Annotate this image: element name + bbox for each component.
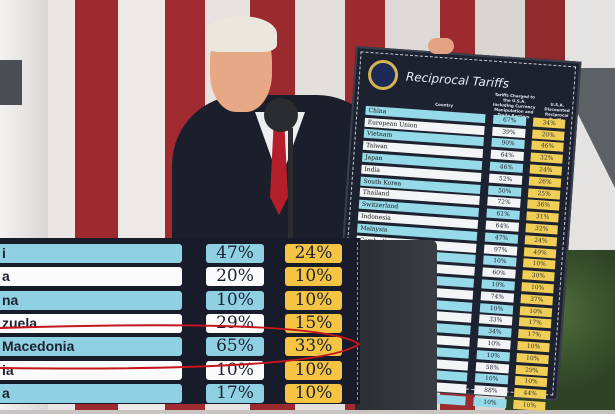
overlay-row: Macedonia 65% 33% xyxy=(0,335,360,358)
board-reciprocal: 37% xyxy=(520,293,554,306)
overlay-row: a 20% 10% xyxy=(0,265,360,288)
board-reciprocal: 10% xyxy=(522,258,556,270)
board-reciprocal: 10% xyxy=(513,399,546,412)
overlay-charged: 10% xyxy=(206,290,264,310)
board-reciprocal: 24% xyxy=(529,164,563,176)
overlay-row: i 47% 24% xyxy=(0,242,360,265)
board-charged: 33% xyxy=(478,314,513,326)
board-charged: 60% xyxy=(482,267,516,279)
board-charged: 90% xyxy=(491,138,525,150)
speaker-hand xyxy=(428,38,454,54)
overlay-row: a 17% 10% xyxy=(0,382,360,405)
board-charged: 10% xyxy=(483,255,517,268)
board-charged: 64% xyxy=(485,220,520,232)
board-reciprocal: 49% xyxy=(523,246,557,259)
board-title: Reciprocal Tariffs xyxy=(405,69,510,91)
board-charged: 39% xyxy=(492,126,526,138)
left-podium-edge xyxy=(0,60,22,105)
board-reciprocal: 26% xyxy=(528,176,562,188)
overlay-country: i xyxy=(0,244,182,264)
overlay-country: Macedonia xyxy=(0,337,182,357)
highlight-ellipse-stroke xyxy=(0,324,361,370)
board-reciprocal: 36% xyxy=(527,199,560,212)
board-reciprocal: 32% xyxy=(530,152,563,164)
board-reciprocal: 17% xyxy=(518,317,552,329)
overlay-reciprocal: 10% xyxy=(285,383,342,403)
board-charged: 88% xyxy=(473,385,508,397)
board-charged: 50% xyxy=(487,185,522,197)
board-charged: 46% xyxy=(489,161,524,174)
board-reciprocal: 24% xyxy=(524,235,558,247)
board-reciprocal: 10% xyxy=(521,282,554,294)
overlay-charged: 47% xyxy=(206,244,264,264)
board-reciprocal: 44% xyxy=(513,388,547,400)
tariff-table-overlay: i 47% 24% a 20% 10% na 10% 10% zuela 29% 15% Macedo… xyxy=(0,238,360,404)
overlay-row: na 10% 10% xyxy=(0,289,360,312)
presidential-seal-icon xyxy=(367,58,400,91)
board-charged: 34% xyxy=(478,326,512,338)
board-reciprocal: 32% xyxy=(525,223,558,235)
overlay-reciprocal: 10% xyxy=(285,290,342,310)
overlay-charged: 65% xyxy=(206,337,264,357)
board-reciprocal: 31% xyxy=(526,211,559,223)
board-charged: 10% xyxy=(479,302,514,315)
board-reciprocal: 10% xyxy=(514,376,548,388)
overlay-charged: 17% xyxy=(206,383,264,403)
speaker-tie xyxy=(270,125,288,215)
board-reciprocal: 10% xyxy=(517,341,550,353)
board-charged: 52% xyxy=(488,173,523,185)
overlay-reciprocal: 10% xyxy=(285,360,342,380)
board-reciprocal: 20% xyxy=(531,129,565,141)
board-charged: 10% xyxy=(476,350,511,362)
microphone-stand xyxy=(288,128,293,238)
board-charged: 58% xyxy=(475,361,510,374)
overlay-charged: 20% xyxy=(206,267,264,287)
board-charged: 74% xyxy=(480,291,515,303)
overlay-reciprocal: 24% xyxy=(285,244,342,264)
overlay-country: a xyxy=(0,267,182,287)
board-reciprocal: 30% xyxy=(522,270,555,282)
highlight-ellipse xyxy=(0,324,361,370)
overlay-charged: 29% xyxy=(206,314,264,334)
overlay-country: na xyxy=(0,290,182,310)
board-charged: 61% xyxy=(486,208,520,221)
board-reciprocal: 10% xyxy=(519,305,553,317)
overlay-reciprocal: 10% xyxy=(285,267,342,287)
board-charged: 10% xyxy=(481,279,515,291)
board-reciprocal: 17% xyxy=(518,329,551,341)
board-charged: 97% xyxy=(483,244,518,256)
lectern xyxy=(355,240,437,410)
board-charged: 47% xyxy=(484,232,519,244)
board-charged: 64% xyxy=(490,149,524,162)
speaker-hair xyxy=(205,16,277,52)
overlay-reciprocal: 33% xyxy=(285,337,342,357)
board-charged: 67% xyxy=(492,114,527,126)
overlay-border xyxy=(357,242,358,400)
board-charged: 72% xyxy=(487,197,521,209)
board-reciprocal: 10% xyxy=(516,352,549,365)
board-charged: 10% xyxy=(474,373,509,385)
board-reciprocal: 34% xyxy=(532,117,566,129)
board-reciprocal: 25% xyxy=(527,188,561,200)
board-charged: 10% xyxy=(473,397,507,409)
microphone-icon xyxy=(264,98,298,132)
overlay-country: a xyxy=(0,383,182,403)
overlay-reciprocal: 15% xyxy=(285,314,342,334)
board-reciprocal: 29% xyxy=(515,364,549,376)
overlay-country: ia xyxy=(0,360,182,380)
board-reciprocal: 46% xyxy=(531,140,564,153)
board-charged: 10% xyxy=(477,338,511,350)
